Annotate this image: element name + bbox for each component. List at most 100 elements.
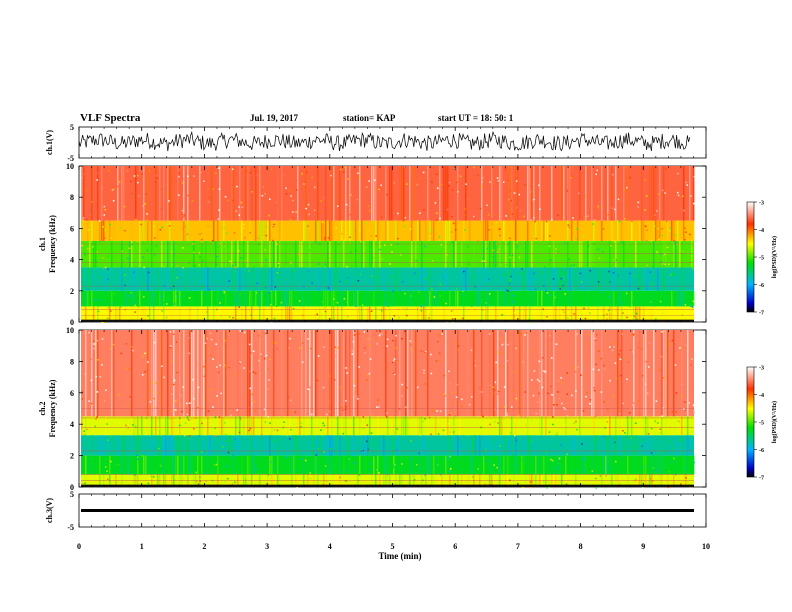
ch2-spectrogram-speckle <box>81 398 84 400</box>
ch1-spectrogram-texture <box>593 267 595 291</box>
ch2-spectrogram-texture <box>153 330 155 417</box>
ch1-spectrogram-speckle <box>144 202 146 205</box>
ch2-spectrogram-speckle <box>406 386 408 389</box>
ch1-spectrogram-speckle <box>137 174 139 177</box>
ch1-spectrogram-speckle <box>257 237 260 240</box>
ch1-spectrogram-texture <box>287 290 289 307</box>
ch1-spectrogram-speckle <box>612 272 615 274</box>
ch2-spectrogram-speckle <box>268 379 271 381</box>
ch2-spectrogram-texture <box>199 435 201 456</box>
ch1-spectrogram-texture <box>477 290 479 307</box>
ch2-spectrogram-texture <box>221 416 223 436</box>
ch2-spectrogram-speckle <box>97 359 99 361</box>
ch2-spectrogram-speckle <box>91 465 93 468</box>
ch1-spectrogram-speckle <box>636 318 638 321</box>
ch2-spectrogram-texture <box>687 330 689 417</box>
ch1-spectrogram-speckle <box>246 169 248 172</box>
ch1-spectrogram-texture <box>607 267 609 291</box>
date-label: Jul. 19, 2017 <box>250 113 299 123</box>
ch1-spectrogram-speckle <box>623 218 626 220</box>
ch2-spectrogram-speckle <box>645 360 647 363</box>
ch1-spectrogram-texture <box>495 240 497 268</box>
ch1-spectrogram-speckle <box>178 194 180 196</box>
ch1-spectrogram-colorbar-tick-label: -3 <box>759 201 764 207</box>
ch2-spectrogram-speckle <box>530 348 533 351</box>
ch2-spectrogram-texture <box>511 416 513 436</box>
ch1-spectrogram-speckle <box>110 237 112 239</box>
ch2-spectrogram-speckle <box>494 408 496 411</box>
ch1-spectrogram-speckle <box>261 194 264 197</box>
ch2-spectrogram-speckle <box>224 480 226 483</box>
ch1-spectrogram-speckle <box>183 216 185 218</box>
ch2-spectrogram-speckle <box>145 369 147 372</box>
ch1-spectrogram-speckle <box>505 273 507 276</box>
ch1-spectrogram-speckle <box>661 189 664 192</box>
ch1-spectrogram-speckle <box>664 263 666 266</box>
ch1-spectrogram-texture <box>581 306 583 322</box>
ch1-spectrogram-texture <box>405 306 407 322</box>
ch2-spectrogram-speckle <box>109 460 112 463</box>
ch1-spectrogram-speckle <box>509 267 511 270</box>
ch2-spectrogram-speckle <box>460 405 463 407</box>
ch1-spectrogram-texture <box>89 267 91 291</box>
ch2-spectrogram-speckle <box>667 486 670 489</box>
ch2-spectrogram-speckle <box>209 332 212 335</box>
ch1-spectrogram-speckle <box>653 275 656 277</box>
ch2-spectrogram-texture <box>617 455 619 475</box>
ch1-spectrogram-ytick-label: 2 <box>70 287 74 296</box>
ch1-spectrogram-texture <box>371 240 373 268</box>
ch1-spectrogram-texture <box>321 306 323 322</box>
ch1-spectrogram-texture <box>565 306 567 322</box>
ch1-spectrogram-speckle <box>153 225 156 227</box>
ch1-spectrogram-texture <box>659 166 661 221</box>
ch2-spectrogram-speckle <box>689 437 691 439</box>
ch2-spectrogram-speckle <box>446 458 448 461</box>
ch1-spectrogram-speckle <box>607 282 610 284</box>
ch1-spectrogram-speckle <box>312 272 314 274</box>
ch1-spectrogram-texture <box>377 220 379 241</box>
ch1-spectrogram-texture <box>207 267 209 291</box>
ch1-spectrogram-speckle <box>415 259 418 262</box>
ch2-spectrogram-texture <box>95 330 97 417</box>
ch1-spectrogram-speckle <box>376 316 378 318</box>
ch2-spectrogram-speckle <box>573 367 576 369</box>
ch1-spectrogram-band <box>81 267 694 291</box>
ch2-spectrogram-texture <box>159 416 161 436</box>
ch2-spectrogram-texture <box>161 330 163 417</box>
ch1-spectrogram-texture <box>219 166 221 221</box>
ch2-spectrogram-speckle <box>190 418 193 420</box>
ch2-spectrogram-texture <box>687 435 689 456</box>
ch1-spectrogram-speckle <box>455 181 458 184</box>
ch1-spectrogram-speckle <box>226 232 228 234</box>
ch2-spectrogram-texture <box>395 330 397 417</box>
ch1-spectrogram-texture <box>185 220 187 241</box>
ch2-spectrogram-texture <box>501 416 503 436</box>
ch2-spectrogram-speckle <box>142 356 144 358</box>
ch1-spectrogram-speckle <box>509 279 511 282</box>
ch1-spectrogram-texture <box>361 220 363 241</box>
ch1-spectrogram-texture <box>481 306 483 322</box>
ch1-spectrogram-texture <box>549 267 551 291</box>
ch2-spectrogram-texture <box>495 455 497 475</box>
ch1-spectrogram-texture <box>479 267 481 291</box>
ch2-spectrogram-speckle <box>488 333 491 335</box>
ch1-spectrogram-speckle <box>690 195 693 197</box>
ch1-spectrogram-speckle <box>521 268 523 270</box>
ch2-spectrogram-speckle <box>430 372 433 375</box>
ch2-spectrogram-speckle <box>95 375 98 378</box>
ch2-spectrogram-texture <box>619 416 621 436</box>
ch1-spectrogram-speckle <box>583 307 585 310</box>
ch2-spectrogram-speckle <box>214 427 217 430</box>
ch2-spectrogram-baseline <box>81 484 694 487</box>
ch1-spectrogram-speckle <box>322 307 325 310</box>
ch2-spectrogram-speckle <box>515 439 518 442</box>
ch1-spectrogram-speckle <box>622 312 624 314</box>
ch1-spectrogram-speckle <box>544 266 546 268</box>
ch2-spectrogram-speckle <box>472 382 474 384</box>
ch2-spectrogram-texture <box>287 330 289 417</box>
ch1-spectrogram-colorbar-tick-label: -5 <box>759 256 764 262</box>
ch2-spectrogram-texture <box>223 435 225 456</box>
ch2-spectrogram-texture <box>643 416 645 436</box>
ch2-spectrogram-speckle <box>693 411 695 414</box>
ch1-spectrogram-speckle <box>508 198 510 201</box>
